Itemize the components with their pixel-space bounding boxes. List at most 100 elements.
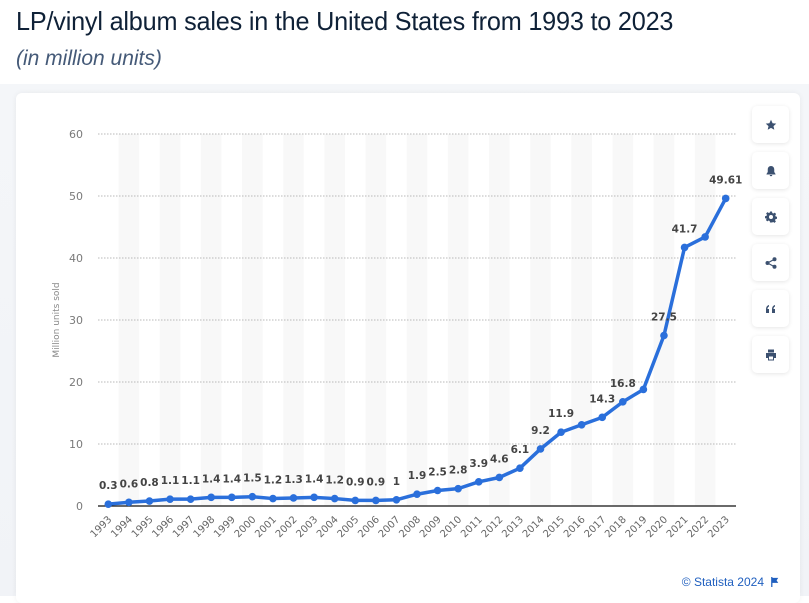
data-point[interactable] [269,494,277,503]
x-tick-label: 2012 [480,514,506,540]
column-band [489,134,510,506]
data-point[interactable] [372,496,380,505]
x-tick-label: 2005 [336,514,362,540]
data-label: 1.1 [161,475,180,487]
x-tick-label: 2016 [562,514,588,540]
y-tick-label: 60 [69,128,83,141]
data-point[interactable] [516,464,524,472]
data-label: 9.2 [531,425,550,437]
data-label: 11.9 [548,408,574,420]
column-band [200,134,222,506]
y-tick-label: 0 [76,500,83,513]
data-label: 14.3 [589,393,615,405]
quote-icon [765,304,775,313]
data-label: 1 [393,476,400,488]
statista-credit[interactable]: © Statista 2024 [681,575,764,589]
data-point[interactable] [619,398,627,406]
data-point[interactable] [413,490,421,499]
chart-subtitle: (in million units) [16,47,162,70]
x-tick-label: 2018 [603,514,629,540]
data-point[interactable] [392,496,401,504]
gridlines [98,133,736,445]
data-point[interactable] [433,486,442,495]
data-point[interactable] [660,331,668,340]
x-tick-label: 2013 [500,514,526,540]
y-axis-ticks: 0 10 20 30 40 50 60 [69,128,83,513]
data-point[interactable] [207,493,215,502]
x-tick-label: 1993 [89,514,115,540]
cite-button[interactable] [752,290,789,327]
y-tick-label: 30 [69,314,83,327]
data-point[interactable] [227,493,236,502]
x-tick-label: 1995 [130,514,156,540]
data-label: 1.5 [243,473,262,485]
data-point[interactable] [289,494,298,502]
data-labels: 0.3 0.6 0.8 1.1 1.1 1.4 1.4 1.5 1.2 1.3 1.4 1.2 0.9 0… [99,174,742,492]
data-point[interactable] [166,495,174,503]
x-tick-label: 1997 [171,514,197,540]
y-tick-label: 40 [69,252,83,265]
data-point[interactable] [577,420,586,429]
sidebar-toolbar [752,106,790,382]
share-icon [765,256,776,269]
column-band [365,134,387,506]
x-tick-label: 2017 [583,514,609,540]
data-point[interactable] [186,495,195,503]
data-label: 2.5 [428,467,447,479]
column-band [653,134,675,506]
data-point[interactable] [680,243,689,252]
x-tick-label: 2014 [521,514,547,540]
data-label: 0.9 [367,476,386,488]
x-tick-label: 2020 [644,514,670,540]
data-point[interactable] [248,492,257,501]
data-point[interactable] [104,500,113,508]
y-axis-label: Million units sold [52,282,62,357]
data-point[interactable] [557,428,565,437]
data-label: 0.9 [346,476,365,488]
data-point[interactable] [721,194,730,203]
x-tick-label: 2008 [397,514,423,540]
data-point[interactable] [536,445,545,453]
data-label: 2.8 [449,465,468,477]
print-button[interactable] [752,336,789,373]
x-tick-label: 2023 [706,514,732,540]
data-label: 49.61 [709,174,742,186]
data-label: 1.4 [202,473,221,485]
data-point[interactable] [454,484,462,493]
data-point[interactable] [310,493,318,502]
data-point[interactable] [598,413,607,422]
x-tick-label: 2004 [315,514,341,540]
x-axis-ticks: 1993199419951996199719981999200020012002… [89,514,732,540]
flag-icon[interactable] [770,577,779,587]
x-tick-label: 2001 [253,514,279,540]
data-label: 3.9 [469,458,488,470]
bell-icon [766,165,775,176]
x-tick-label: 1994 [109,514,135,540]
x-tick-label: 2003 [294,514,320,540]
data-point[interactable] [474,478,483,486]
x-tick-label: 1998 [192,514,218,540]
data-point[interactable] [351,496,360,505]
data-point[interactable] [701,233,709,241]
favorite-button[interactable] [752,106,789,143]
data-label: 0.3 [99,480,118,492]
data-point[interactable] [639,385,648,394]
x-tick-label: 2010 [439,514,465,540]
settings-button[interactable] [752,198,789,235]
printer-icon [765,349,776,360]
data-point[interactable] [125,498,133,507]
data-point[interactable] [145,497,154,505]
x-tick-label: 2007 [377,514,403,540]
data-label: 1.4 [305,473,324,485]
data-label: 1.3 [284,474,303,486]
notification-button[interactable] [752,152,789,189]
x-tick-label: 2006 [356,514,382,540]
share-button[interactable] [752,244,789,281]
data-point[interactable] [330,494,339,503]
footer-credit[interactable]: © Statista 2024 [682,575,779,589]
data-label: 1.2 [325,475,344,487]
data-point[interactable] [495,473,504,482]
y-tick-label: 20 [69,376,83,389]
column-band [612,134,634,506]
x-tick-label: 1996 [150,514,176,540]
